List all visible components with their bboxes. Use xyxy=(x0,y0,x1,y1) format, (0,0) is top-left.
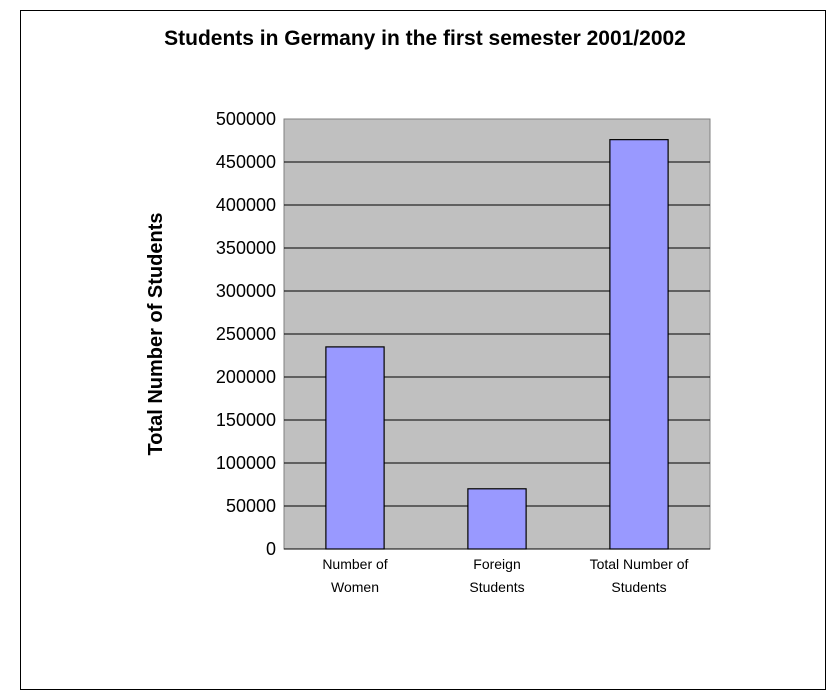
y-tick-label: 250000 xyxy=(216,324,276,344)
bars xyxy=(325,139,669,550)
x-category-label: Students xyxy=(469,579,524,595)
y-tick-label: 100000 xyxy=(216,453,276,473)
y-tick-label: 450000 xyxy=(216,152,276,172)
y-tick-label: 200000 xyxy=(216,367,276,387)
y-tick-label: 350000 xyxy=(216,238,276,258)
chart-title: Students in Germany in the first semeste… xyxy=(164,27,686,50)
x-category-label: Number of xyxy=(322,556,387,572)
y-tick-label: 150000 xyxy=(216,410,276,430)
x-axis-categories: Number of Women Foreign Students Total Numbe… xyxy=(322,556,688,595)
x-category-label: Total Number of xyxy=(590,556,689,572)
y-tick-label: 0 xyxy=(266,539,276,559)
bar xyxy=(609,139,669,550)
y-axis-ticks: 0 50000 100000 150000 200000 250000 300000 3500… xyxy=(216,109,276,559)
y-tick-label: 400000 xyxy=(216,195,276,215)
y-tick-label: 300000 xyxy=(216,281,276,301)
x-category-label: Foreign xyxy=(473,556,520,572)
x-category-label: Women xyxy=(331,579,379,595)
bar xyxy=(467,488,527,550)
y-tick-label: 500000 xyxy=(216,109,276,129)
y-axis-label: Total Number of Students xyxy=(145,213,167,456)
y-tick-label: 50000 xyxy=(226,496,276,516)
bar xyxy=(325,346,385,550)
x-category-label: Students xyxy=(611,579,666,595)
